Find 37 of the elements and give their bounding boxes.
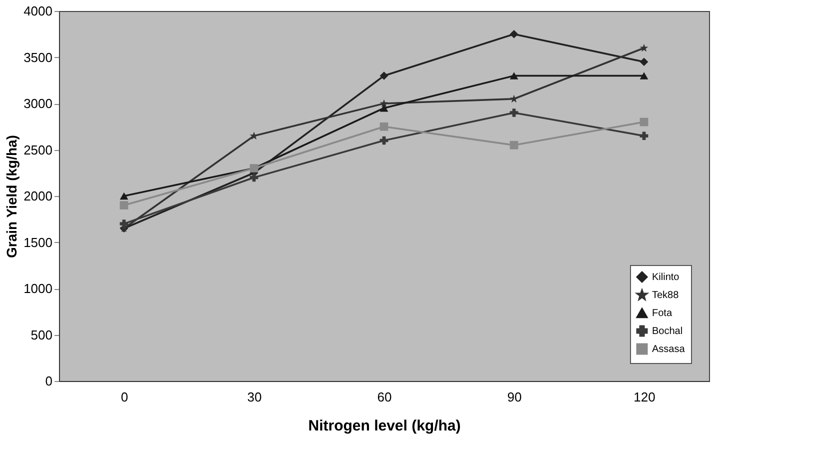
point <box>640 58 648 66</box>
legend-label: Bochal <box>652 326 683 337</box>
point <box>510 108 518 117</box>
legend-label: Tek88 <box>652 290 680 301</box>
point <box>640 72 648 80</box>
point <box>120 220 128 228</box>
point <box>120 192 128 200</box>
point <box>510 72 518 80</box>
legend-label: Fota <box>652 308 672 319</box>
y-tick-label: 3500 <box>24 50 52 65</box>
y-tick-label: 0 <box>45 374 52 388</box>
y-tick-label: 2500 <box>24 142 52 158</box>
x-tick-label: 0 <box>120 390 128 404</box>
point <box>120 201 128 210</box>
y-tick-label: 3000 <box>24 96 52 111</box>
legend-label: Kilinto <box>652 272 680 283</box>
point <box>640 132 648 140</box>
x-axis-title: Nitrogen level (kg/ha) <box>308 418 461 434</box>
x-tick-label: 60 <box>377 390 392 404</box>
y-tick-label: 1000 <box>24 281 52 296</box>
legend-label: Assasa <box>652 344 686 355</box>
x-tick-label: 30 <box>247 390 262 404</box>
point <box>640 118 648 126</box>
point <box>380 122 388 131</box>
x-tick-label: 120 <box>634 390 656 404</box>
y-tick-label: 4000 <box>24 4 52 18</box>
point <box>380 99 388 108</box>
y-tick-label: 1500 <box>24 234 52 250</box>
point <box>510 140 518 150</box>
y-tick-label: 2000 <box>24 188 52 204</box>
point <box>380 104 388 112</box>
point <box>380 72 388 80</box>
x-tick-label: 90 <box>507 390 522 404</box>
point <box>640 44 648 52</box>
point <box>510 30 518 38</box>
y-axis-title: Grain Yield (kg/ha) <box>4 135 20 258</box>
y-tick-label: 500 <box>30 327 52 342</box>
